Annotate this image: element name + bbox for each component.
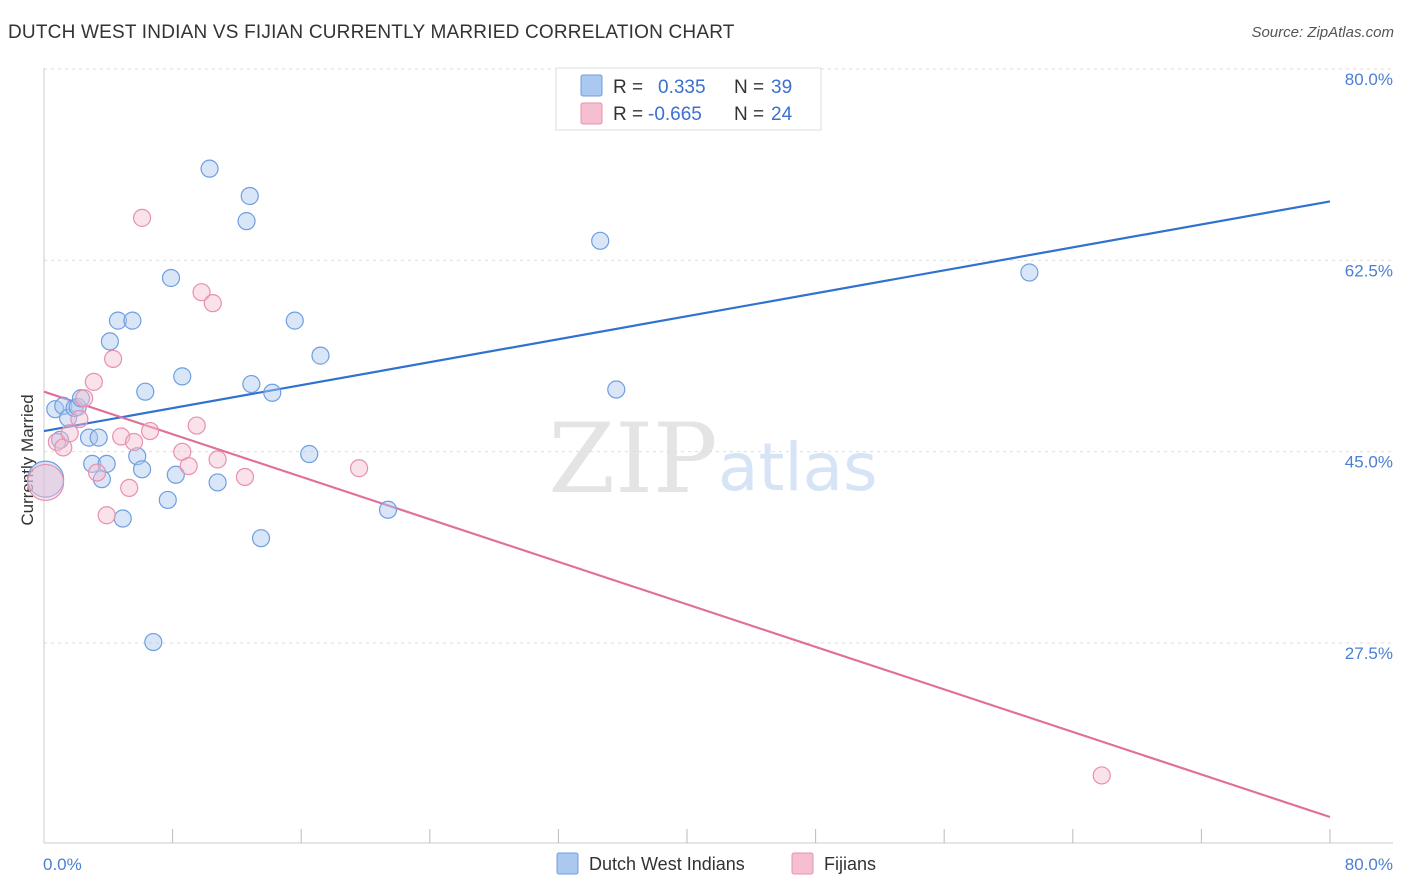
y-tick-label: 80.0% [1345, 70, 1393, 89]
data-point-blue [108, 311, 128, 330]
chart-title: DUTCH WEST INDIAN VS FIJIAN CURRENTLY MA… [8, 22, 735, 43]
data-point-blue [300, 444, 319, 464]
correlation-legend: R = 0.335 N = 39 R = -0.665 N = 24 [555, 67, 822, 131]
legend-n-value-pink: 24 [771, 104, 793, 125]
data-point-pink [60, 424, 79, 443]
data-point-pink [1092, 766, 1111, 785]
data-point-pink [187, 416, 206, 435]
data-point-blue [240, 186, 259, 206]
data-point-blue [251, 529, 271, 548]
data-point-blue [144, 632, 163, 652]
data-point-pink [124, 432, 144, 452]
trend-line-blue [43, 200, 1331, 433]
data-point-blue [113, 509, 132, 528]
data-point-blue [136, 382, 155, 401]
data-point-blue [285, 311, 304, 330]
data-point-blue [173, 367, 192, 386]
bottom-legend-swatch-pink [791, 852, 814, 875]
data-point-pink [97, 506, 116, 525]
data-point-pink [75, 389, 94, 408]
legend-r-label-blue: R = [613, 77, 643, 98]
trend-line-pink [43, 390, 1331, 819]
data-point-blue [79, 428, 99, 447]
watermark-zip: ZIP [548, 403, 717, 515]
bottom-legend-label-pink: Fijians [824, 854, 876, 874]
data-point-blue [200, 159, 219, 178]
data-point-blue [54, 396, 73, 416]
data-point-pink [87, 463, 107, 482]
source-label: Source: ZipAtlas.com [1251, 24, 1394, 41]
data-point-pink [208, 450, 227, 469]
y-tick-label: 62.5% [1345, 261, 1393, 280]
legend-n-label-pink: N = [734, 104, 764, 125]
data-point-pink [192, 283, 211, 302]
data-point-pink [203, 294, 222, 313]
data-point-pink [84, 372, 103, 391]
data-point-blue [208, 473, 227, 492]
data-point-blue [100, 332, 120, 351]
y-tick-label: 27.5% [1345, 644, 1393, 663]
data-point-blue [311, 346, 330, 365]
data-point-blue [123, 311, 142, 330]
x-tick-label: 80.0% [1345, 855, 1393, 874]
data-point-pink [132, 208, 152, 227]
data-point-blue [237, 212, 256, 231]
data-point-blue [83, 454, 102, 473]
data-points [27, 159, 1111, 785]
data-point-pink [349, 459, 369, 478]
data-point-blue [1020, 263, 1039, 282]
data-point-blue [263, 383, 282, 402]
data-point-blue [132, 460, 152, 479]
data-point-pink [140, 421, 160, 441]
trend-lines [43, 200, 1331, 819]
data-point-pink [70, 409, 89, 429]
axes [43, 68, 1393, 844]
y-tick-labels: 80.0% 62.5% 45.0% 27.5% [1345, 70, 1393, 663]
data-point-blue [166, 465, 185, 484]
x-tick-labels: 0.0% 80.0% [43, 855, 1393, 874]
x-tick-label: 0.0% [43, 855, 82, 874]
series-legend: Dutch West Indians Fijians [556, 852, 876, 875]
data-point-pink [120, 478, 139, 498]
legend-r-label-pink: R = [613, 104, 643, 125]
gridlines [44, 68, 1393, 644]
legend-r-value-pink: -0.665 [648, 104, 702, 125]
data-point-blue [607, 380, 626, 399]
data-point-blue [158, 490, 177, 510]
data-point-pink [27, 463, 65, 502]
data-point-blue [591, 231, 610, 250]
data-point-pink [235, 467, 255, 487]
legend-swatch-blue [580, 74, 603, 97]
bottom-legend-swatch-blue [556, 852, 579, 875]
watermark-atlas: atlas [718, 429, 878, 506]
legend-n-value-blue: 39 [771, 77, 792, 98]
legend-swatch-pink [580, 102, 603, 125]
data-point-blue [242, 374, 261, 394]
data-point-blue [161, 268, 181, 288]
data-point-pink [179, 456, 198, 476]
data-point-pink [104, 349, 123, 368]
data-point-blue [378, 500, 398, 519]
bottom-legend-label-blue: Dutch West Indians [589, 854, 745, 874]
legend-r-value-blue: 0.335 [658, 77, 706, 98]
y-tick-label: 45.0% [1345, 453, 1393, 472]
data-point-blue [89, 428, 108, 447]
legend-n-label-blue: N = [734, 77, 764, 98]
